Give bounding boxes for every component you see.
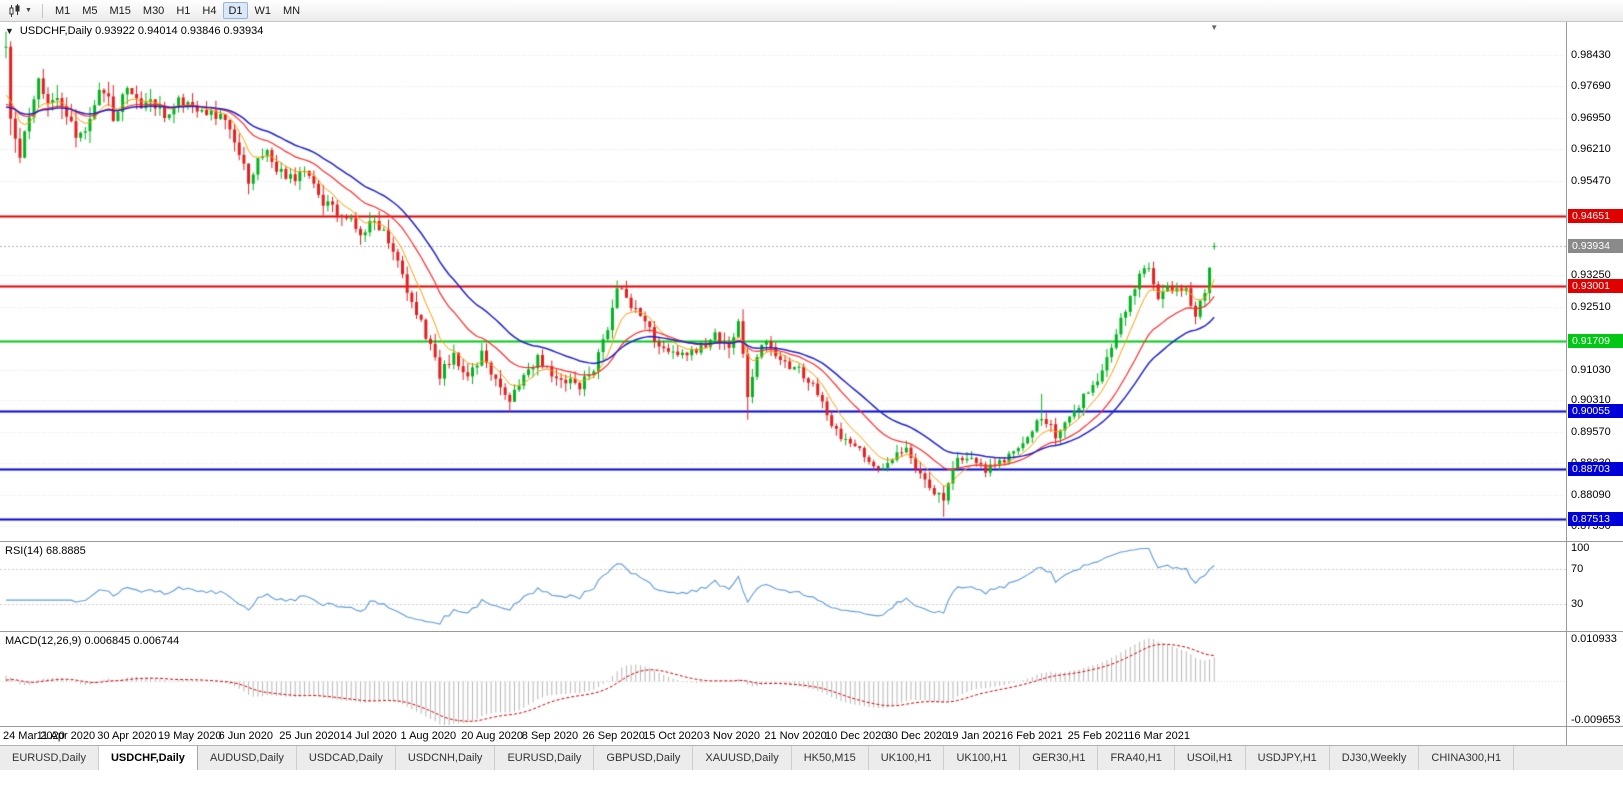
- chart-tab-usdcnh[interactable]: USDCNH,Daily: [396, 746, 496, 770]
- date-tick-label: 26 Sep 2020: [582, 730, 645, 742]
- date-tick-label: 14 Jul 2020: [339, 730, 397, 742]
- macd-max-label: 0.010933: [1571, 633, 1617, 645]
- level-price-badge: 0.90055: [1568, 404, 1623, 419]
- chart-tab-uk100[interactable]: UK100,H1: [944, 746, 1021, 770]
- date-tick-label: 19 Jan 2021: [946, 730, 1007, 742]
- chart-tab-dj30[interactable]: DJ30,Weekly: [1330, 746, 1420, 770]
- level-price-badge: 0.94651: [1568, 208, 1623, 223]
- price-tick-label: 0.96210: [1571, 143, 1611, 156]
- rsi-canvas[interactable]: [0, 542, 1566, 631]
- price-tick-label: 0.91030: [1571, 363, 1611, 376]
- price-tick-label: 0.95470: [1571, 174, 1611, 187]
- timeframe-button-d1[interactable]: D1: [223, 2, 248, 19]
- bottom-strip: [0, 770, 1623, 797]
- chart-type-button[interactable]: ▼: [4, 2, 36, 20]
- chart-tab-fra40[interactable]: FRA40,H1: [1098, 746, 1175, 770]
- chart-tab-bar: EURUSD,Daily USDCHF,Daily AUDUSD,Daily USDC…: [0, 745, 1623, 770]
- chart-tab-xauusd[interactable]: XAUUSD,Daily: [693, 746, 792, 770]
- date-tick-label: 21 Nov 2020: [764, 730, 827, 742]
- date-tick-label: 10 Dec 2020: [825, 730, 888, 742]
- price-chart-canvas[interactable]: [0, 22, 1566, 541]
- chart-tab-uk100[interactable]: UK100,H1: [869, 746, 945, 770]
- chart-tab-china300[interactable]: CHINA300,H1: [1419, 746, 1515, 770]
- chart-tab-hk50[interactable]: HK50,M15: [792, 746, 869, 770]
- price-chart-panel: ▼ USDCHF,Daily 0.93922 0.94014 0.93846 0…: [0, 22, 1623, 541]
- price-tick-label: 0.90310: [1571, 394, 1611, 407]
- price-axis[interactable]: 0.98430 0.97690 0.96950 0.96210 0.95470 0.932…: [1566, 22, 1623, 541]
- chart-tab-eurusd[interactable]: EURUSD,Daily: [0, 746, 99, 770]
- date-tick-label: 16 Mar 2021: [1128, 730, 1191, 742]
- one-click-trading-toggle[interactable]: ▼: [5, 26, 14, 36]
- price-tick-label: 0.93250: [1571, 269, 1611, 282]
- timeframe-button-m15[interactable]: M15: [109, 5, 131, 17]
- timeframe-button-h4[interactable]: H4: [202, 5, 217, 17]
- chart-tab-usdcad[interactable]: USDCAD,Daily: [297, 746, 396, 770]
- price-tick-label: 0.88090: [1571, 488, 1611, 501]
- time-axis[interactable]: 24 Mar 2020 11 Apr 2020 30 Apr 2020 19 May …: [0, 726, 1623, 745]
- axis-corner: [1566, 727, 1623, 745]
- date-tick-label: 30 Dec 2020: [885, 730, 949, 742]
- date-tick-label: 19 May 2020: [157, 730, 222, 742]
- dropdown-caret-icon: ▼: [25, 7, 32, 14]
- candlestick-chart-icon: [9, 3, 20, 17]
- timeframe-button-w1[interactable]: W1: [254, 5, 272, 17]
- rsi-tick-label: 100: [1571, 542, 1590, 554]
- date-tick-label: 6 Jun 2020: [218, 730, 274, 742]
- level-price-badge: 0.88703: [1568, 461, 1623, 476]
- date-tick-label: 15 Oct 2020: [643, 730, 704, 742]
- rsi-tick-label: 70: [1571, 562, 1584, 575]
- date-tick-label: 3 Nov 2020: [703, 730, 760, 742]
- date-tick-label: 8 Sep 2020: [521, 730, 579, 742]
- symbol-ohlc-label: USDCHF,Daily 0.93922 0.94014 0.93846 0.9…: [19, 25, 264, 37]
- date-tick-label: 24 Mar 2020: [3, 730, 65, 742]
- price-tick-label: 0.96950: [1571, 111, 1611, 124]
- timeframe-button-h1[interactable]: H1: [176, 5, 191, 17]
- current-price-badge: 0.93934: [1568, 239, 1623, 254]
- chart-tab-usoil[interactable]: USOil,H1: [1175, 746, 1246, 770]
- timeframe-button-mn[interactable]: MN: [283, 5, 301, 17]
- rsi-panel: RSI(14) 68.8885 100 70 30: [0, 541, 1623, 631]
- rsi-label: RSI(14) 68.8885: [5, 545, 86, 557]
- date-tick-label: 6 Feb 2021: [1006, 730, 1063, 742]
- toolbar: ▼ M1 M5 M15 M30 H1 H4 D1 W1 MN: [0, 0, 1623, 22]
- price-tick-label: 0.89570: [1571, 425, 1611, 438]
- macd-min-label: -0.009653: [1571, 714, 1621, 726]
- price-tick-label: 0.92510: [1571, 300, 1611, 313]
- macd-label: MACD(12,26,9) 0.006845 0.006744: [5, 635, 180, 647]
- timeframe-button-m30[interactable]: M30: [142, 5, 165, 17]
- date-tick-label: 20 Aug 2020: [461, 730, 523, 742]
- chart-tab-ger30[interactable]: GER30,H1: [1020, 746, 1099, 770]
- chart-title: ▼ USDCHF,Daily 0.93922 0.94014 0.93846 0…: [5, 25, 263, 37]
- date-tick-label: 11 Apr 2020: [36, 730, 96, 742]
- chart-tab-gbpusd[interactable]: GBPUSD,Daily: [594, 746, 694, 770]
- timeframe-button-m1[interactable]: M1: [54, 5, 71, 17]
- toolbar-separator: [41, 3, 43, 18]
- macd-panel: MACD(12,26,9) 0.006845 0.006744 0.010933…: [0, 631, 1623, 726]
- chart-tab-usdjpy[interactable]: USDJPY,H1: [1246, 746, 1330, 770]
- chart-tab-audusd[interactable]: AUDUSD,Daily: [198, 746, 297, 770]
- date-tick-label: 25 Feb 2021: [1067, 730, 1130, 742]
- date-tick-label: 25 Jun 2020: [279, 730, 340, 742]
- date-tick-label: 30 Apr 2020: [97, 730, 157, 742]
- macd-axis[interactable]: 0.010933 -0.009653: [1566, 632, 1623, 726]
- price-tick-label: 0.97690: [1571, 80, 1611, 93]
- macd-canvas[interactable]: [0, 632, 1566, 726]
- price-tick-label: 0.98430: [1571, 48, 1611, 61]
- level-price-badge: 0.87513: [1568, 512, 1623, 527]
- rsi-axis[interactable]: 100 70 30: [1566, 542, 1623, 631]
- level-price-badge: 0.93001: [1568, 278, 1623, 293]
- chart-tab-usdchf[interactable]: USDCHF,Daily: [98, 746, 198, 770]
- date-tick-label: 1 Aug 2020: [400, 730, 457, 742]
- timeframe-buttons: M1 M5 M15 M30 H1 H4 D1 W1 MN: [49, 2, 306, 19]
- timeframe-button-m5[interactable]: M5: [82, 5, 98, 17]
- chart-shift-marker-icon[interactable]: ▼: [1210, 23, 1219, 32]
- chart-tab-eurusd[interactable]: EURUSD,Daily: [495, 746, 595, 770]
- rsi-tick-label: 30: [1571, 598, 1584, 611]
- level-price-badge: 0.91709: [1568, 333, 1623, 348]
